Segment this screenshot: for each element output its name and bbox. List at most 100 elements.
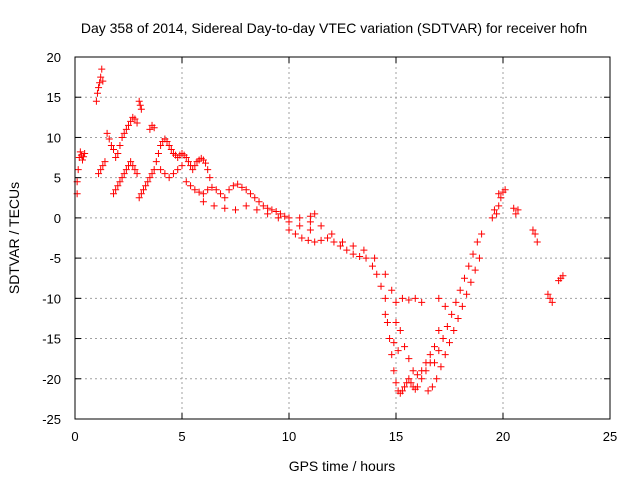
grid-lines	[75, 57, 610, 419]
data-point-marker	[493, 210, 501, 218]
data-point-marker	[339, 238, 346, 246]
data-point-marker	[317, 236, 325, 244]
data-point-marker	[118, 174, 126, 182]
data-point-marker	[471, 266, 479, 274]
data-point-marker	[460, 274, 468, 282]
data-point-marker	[174, 166, 182, 174]
data-point-marker	[105, 135, 113, 143]
data-point-marker	[232, 206, 239, 214]
data-point-marker	[381, 270, 389, 278]
data-point-marker	[548, 298, 556, 306]
y-tick-label: -15	[42, 332, 61, 347]
data-point-marker	[437, 363, 445, 371]
chart-title: Day 358 of 2014, Sidereal Day-to-day VTE…	[81, 20, 587, 36]
data-point-marker	[336, 242, 344, 250]
data-point-marker	[396, 327, 404, 335]
data-point-marker	[435, 327, 443, 335]
data-point-marker	[360, 246, 368, 254]
plot-area-frame	[74, 56, 611, 420]
data-point-marker	[392, 379, 400, 387]
data-point-marker	[182, 154, 190, 162]
data-point-marker	[208, 183, 216, 191]
data-point-marker	[386, 335, 394, 343]
data-point-marker	[97, 73, 105, 81]
data-point-marker	[182, 178, 190, 186]
data-point-marker	[388, 351, 396, 359]
data-point-marker	[204, 166, 212, 174]
data-point-marker	[446, 339, 453, 347]
data-point-marker	[97, 166, 105, 174]
data-point-marker	[439, 335, 447, 343]
data-point-marker	[116, 141, 124, 149]
data-point-marker	[98, 65, 106, 73]
data-point-marker	[157, 141, 165, 149]
data-point-marker	[114, 182, 122, 190]
data-point-marker	[398, 387, 406, 395]
data-point-marker	[285, 226, 293, 234]
data-point-marker	[184, 158, 192, 166]
data-point-marker	[388, 286, 396, 294]
data-point-marker	[452, 298, 460, 306]
y-tick-label: -5	[49, 251, 61, 266]
data-point-marker	[495, 202, 503, 210]
data-point-marker	[169, 170, 177, 178]
data-point-marker	[390, 339, 398, 347]
data-point-marker	[291, 230, 299, 238]
x-tick-label: 5	[178, 429, 185, 444]
data-point-marker	[131, 166, 139, 174]
data-point-marker	[514, 206, 522, 214]
data-point-marker	[413, 383, 421, 391]
data-point-marker	[409, 367, 417, 375]
data-point-marker	[559, 272, 567, 280]
data-point-marker	[110, 190, 118, 198]
data-points	[73, 65, 567, 397]
data-point-marker	[229, 182, 237, 190]
data-point-marker	[276, 210, 284, 218]
data-point-marker	[76, 148, 84, 156]
data-point-marker	[195, 188, 203, 196]
data-point-marker	[401, 343, 409, 351]
data-point-marker	[253, 206, 261, 214]
data-point-marker	[92, 97, 100, 105]
y-tick-label: 15	[47, 90, 61, 105]
data-point-marker	[161, 170, 169, 178]
data-point-marker	[118, 133, 126, 141]
data-point-marker	[199, 190, 207, 198]
data-point-marker	[418, 375, 426, 383]
data-point-marker	[135, 194, 143, 202]
data-point-marker	[510, 204, 518, 212]
data-point-marker	[306, 212, 314, 220]
data-point-marker	[281, 212, 289, 220]
data-point-marker	[467, 278, 475, 286]
data-point-marker	[178, 162, 186, 170]
data-point-marker	[381, 294, 389, 302]
data-point-marker	[488, 214, 496, 222]
data-point-marker	[148, 170, 156, 178]
data-point-marker	[311, 238, 319, 246]
data-point-marker	[154, 150, 162, 158]
data-point-marker	[146, 125, 154, 133]
data-point-marker	[304, 236, 312, 244]
data-point-marker	[405, 296, 413, 304]
data-point-marker	[405, 355, 413, 363]
y-tick-label: 0	[54, 211, 61, 226]
data-point-marker	[441, 351, 449, 359]
data-point-marker	[373, 270, 381, 278]
data-point-marker	[368, 262, 376, 270]
data-point-marker	[371, 254, 379, 262]
data-point-marker	[448, 310, 456, 318]
data-point-marker	[433, 375, 441, 383]
data-point-marker	[221, 204, 229, 212]
data-point-marker	[112, 186, 120, 194]
data-point-marker	[411, 294, 419, 302]
data-point-marker	[110, 146, 118, 154]
data-point-marker	[137, 105, 145, 113]
x-tick-label: 25	[603, 429, 617, 444]
data-point-marker	[221, 194, 229, 202]
data-point-marker	[392, 318, 400, 326]
data-point-marker	[99, 77, 107, 85]
data-point-marker	[531, 230, 539, 238]
data-point-marker	[217, 190, 225, 198]
data-point-marker	[435, 347, 443, 355]
data-point-marker	[383, 318, 391, 326]
